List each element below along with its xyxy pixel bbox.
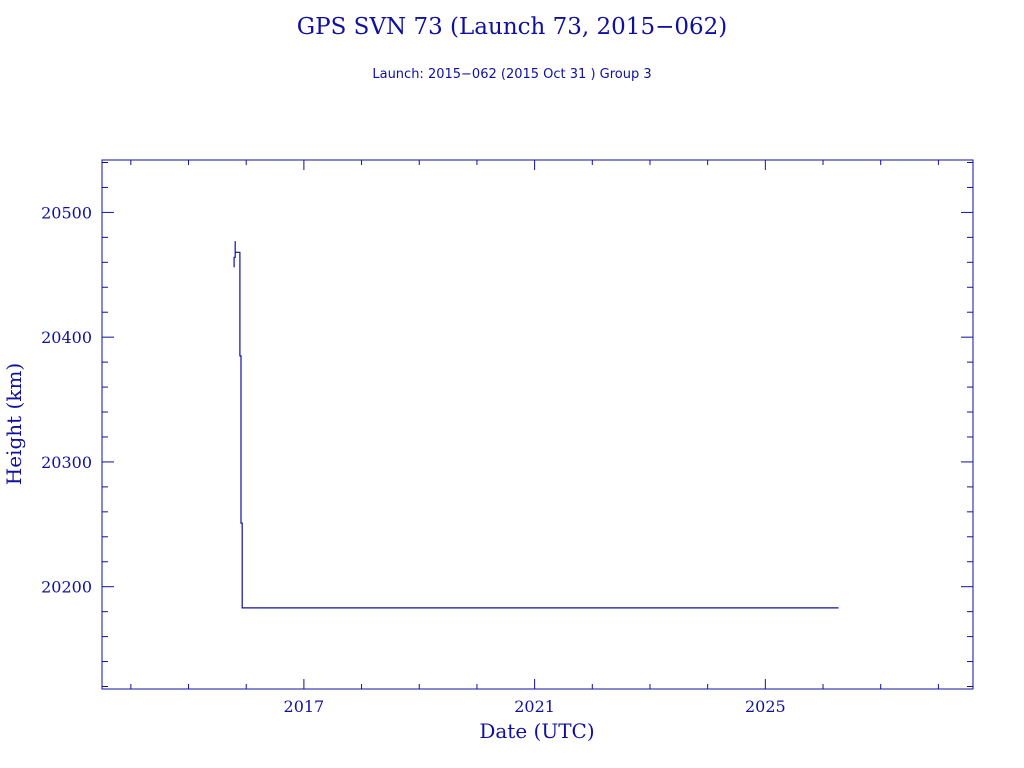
- y-tick-label: 20200: [41, 578, 92, 597]
- x-tick-label: 2021: [514, 697, 555, 716]
- height-series-line: [233, 241, 839, 609]
- x-tick-label: 2025: [745, 697, 786, 716]
- y-tick-label: 20400: [41, 328, 92, 347]
- chart-subtitle: Launch: 2015−062 (2015 Oct 31 ) Group 3: [372, 67, 652, 82]
- y-tick-label: 20500: [41, 203, 92, 222]
- chart-title: GPS SVN 73 (Launch 73, 2015−062): [296, 14, 728, 40]
- y-tick-label: 20300: [41, 453, 92, 472]
- y-axis-label: Height (km): [2, 363, 26, 485]
- x-tick-label: 2017: [284, 697, 325, 716]
- x-axis-label: Date (UTC): [479, 719, 594, 743]
- plot-frame: [101, 159, 974, 690]
